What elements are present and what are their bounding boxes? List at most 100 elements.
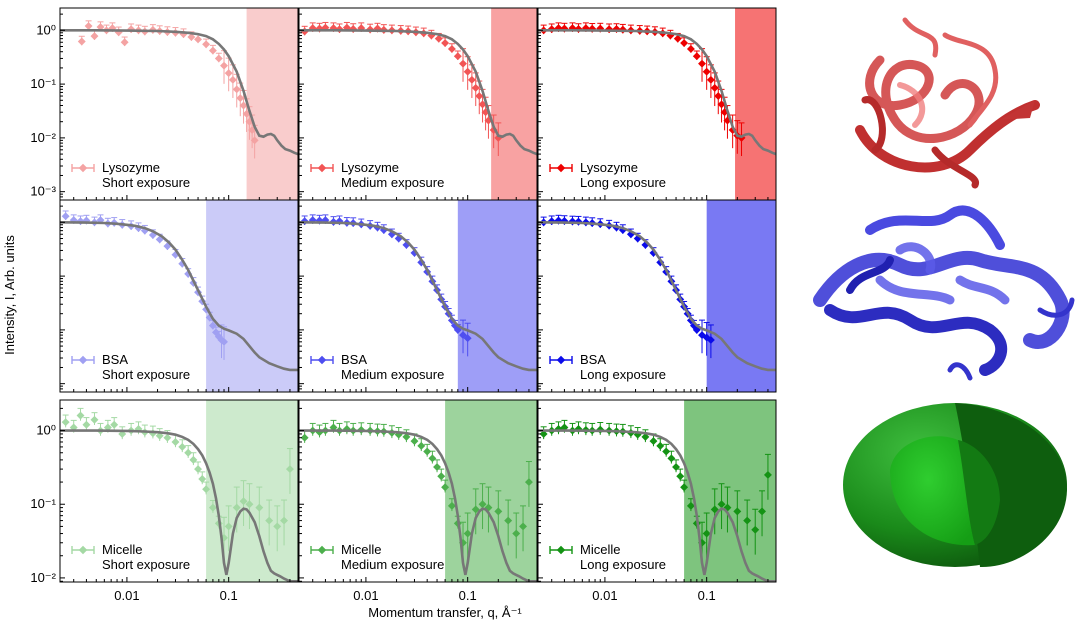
y-tick-label: 10⁰ — [36, 22, 56, 37]
lysozyme-structure-illustration — [855, 17, 1040, 189]
legend-sample: Lysozyme — [102, 160, 160, 175]
high-q-noise-band — [706, 200, 776, 392]
x-tick-label: 0.1 — [698, 588, 716, 603]
data-point — [82, 420, 91, 429]
data-point — [459, 59, 467, 68]
data-point — [574, 24, 583, 33]
legend-exposure: Short exposure — [102, 557, 190, 572]
data-point — [686, 45, 695, 53]
legend-sample: BSA — [580, 352, 606, 367]
legend-marker — [317, 545, 327, 555]
data-point — [77, 37, 86, 46]
data-point — [280, 516, 289, 525]
legend-marker — [317, 355, 327, 365]
model-fit-line — [299, 221, 537, 372]
x-tick-label: 0.1 — [459, 588, 477, 603]
panel-frame — [59, 399, 299, 583]
data-point — [680, 39, 689, 48]
data-point — [76, 411, 85, 420]
legend-sample: BSA — [102, 352, 128, 367]
x-tick-label: 0.01 — [353, 588, 378, 603]
data-point — [706, 75, 715, 84]
high-q-noise-band — [206, 200, 298, 392]
data-point — [236, 94, 245, 103]
y-axis-label: Intensity, I, Arb. units — [2, 235, 17, 355]
data-point — [662, 447, 671, 456]
data-point — [467, 75, 476, 84]
model-fit-line — [60, 29, 298, 156]
data-point — [441, 39, 450, 48]
data-point — [410, 437, 419, 446]
data-point — [178, 442, 187, 451]
data-point — [402, 432, 411, 441]
data-point — [463, 529, 472, 538]
data-point — [273, 522, 282, 531]
legend-exposure: Short exposure — [102, 175, 190, 190]
data-point — [649, 437, 658, 446]
data-point — [300, 433, 309, 442]
legend-exposure: Long exposure — [580, 175, 666, 190]
panel-plot-area — [538, 400, 776, 582]
data-point — [453, 52, 462, 61]
data-point — [120, 38, 129, 47]
y-tick-label: 10⁻³ — [30, 184, 56, 199]
data-point — [417, 441, 426, 450]
data-point — [194, 465, 203, 474]
high-q-noise-band — [206, 400, 298, 582]
panel-plot-area — [299, 200, 537, 392]
data-point — [702, 67, 711, 76]
data-point — [437, 472, 446, 481]
data-point — [208, 503, 217, 512]
legend-exposure: Long exposure — [580, 367, 666, 382]
data-point — [61, 212, 70, 221]
data-point — [478, 500, 487, 509]
model-fit-line — [538, 429, 776, 582]
legend-exposure: Medium exposure — [341, 175, 444, 190]
panel-plot-area — [538, 8, 776, 200]
data-point — [239, 497, 248, 506]
data-point — [672, 463, 681, 471]
data-point — [232, 85, 241, 94]
y-tick-label: 10⁰ — [36, 423, 56, 438]
data-point — [90, 32, 99, 41]
model-fit-line — [299, 429, 537, 582]
legend-sample: Micelle — [102, 542, 142, 557]
data-point — [656, 441, 665, 450]
data-point — [184, 448, 193, 457]
data-point — [463, 334, 472, 343]
data-point — [512, 529, 521, 538]
panel-frame — [298, 399, 538, 583]
data-point — [423, 447, 432, 456]
model-fit-line — [60, 221, 298, 372]
panel-plot-area — [60, 400, 298, 582]
data-point — [220, 337, 228, 346]
data-point — [90, 415, 99, 424]
data-point — [220, 61, 228, 70]
data-point — [255, 503, 264, 512]
panel-plot-area — [538, 200, 776, 392]
high-q-noise-band — [491, 8, 537, 200]
data-point — [428, 454, 437, 463]
data-point — [245, 500, 254, 509]
data-point — [433, 463, 442, 471]
data-point — [250, 136, 259, 145]
legend-sample: BSA — [341, 352, 367, 367]
data-point — [686, 501, 695, 510]
panel-frame — [537, 399, 777, 583]
data-point — [61, 418, 70, 427]
data-point — [698, 59, 706, 68]
panel-frame — [537, 199, 777, 393]
legend-sample: Micelle — [580, 542, 620, 557]
data-point — [702, 529, 711, 538]
data-point — [710, 83, 719, 92]
data-point — [224, 69, 233, 78]
